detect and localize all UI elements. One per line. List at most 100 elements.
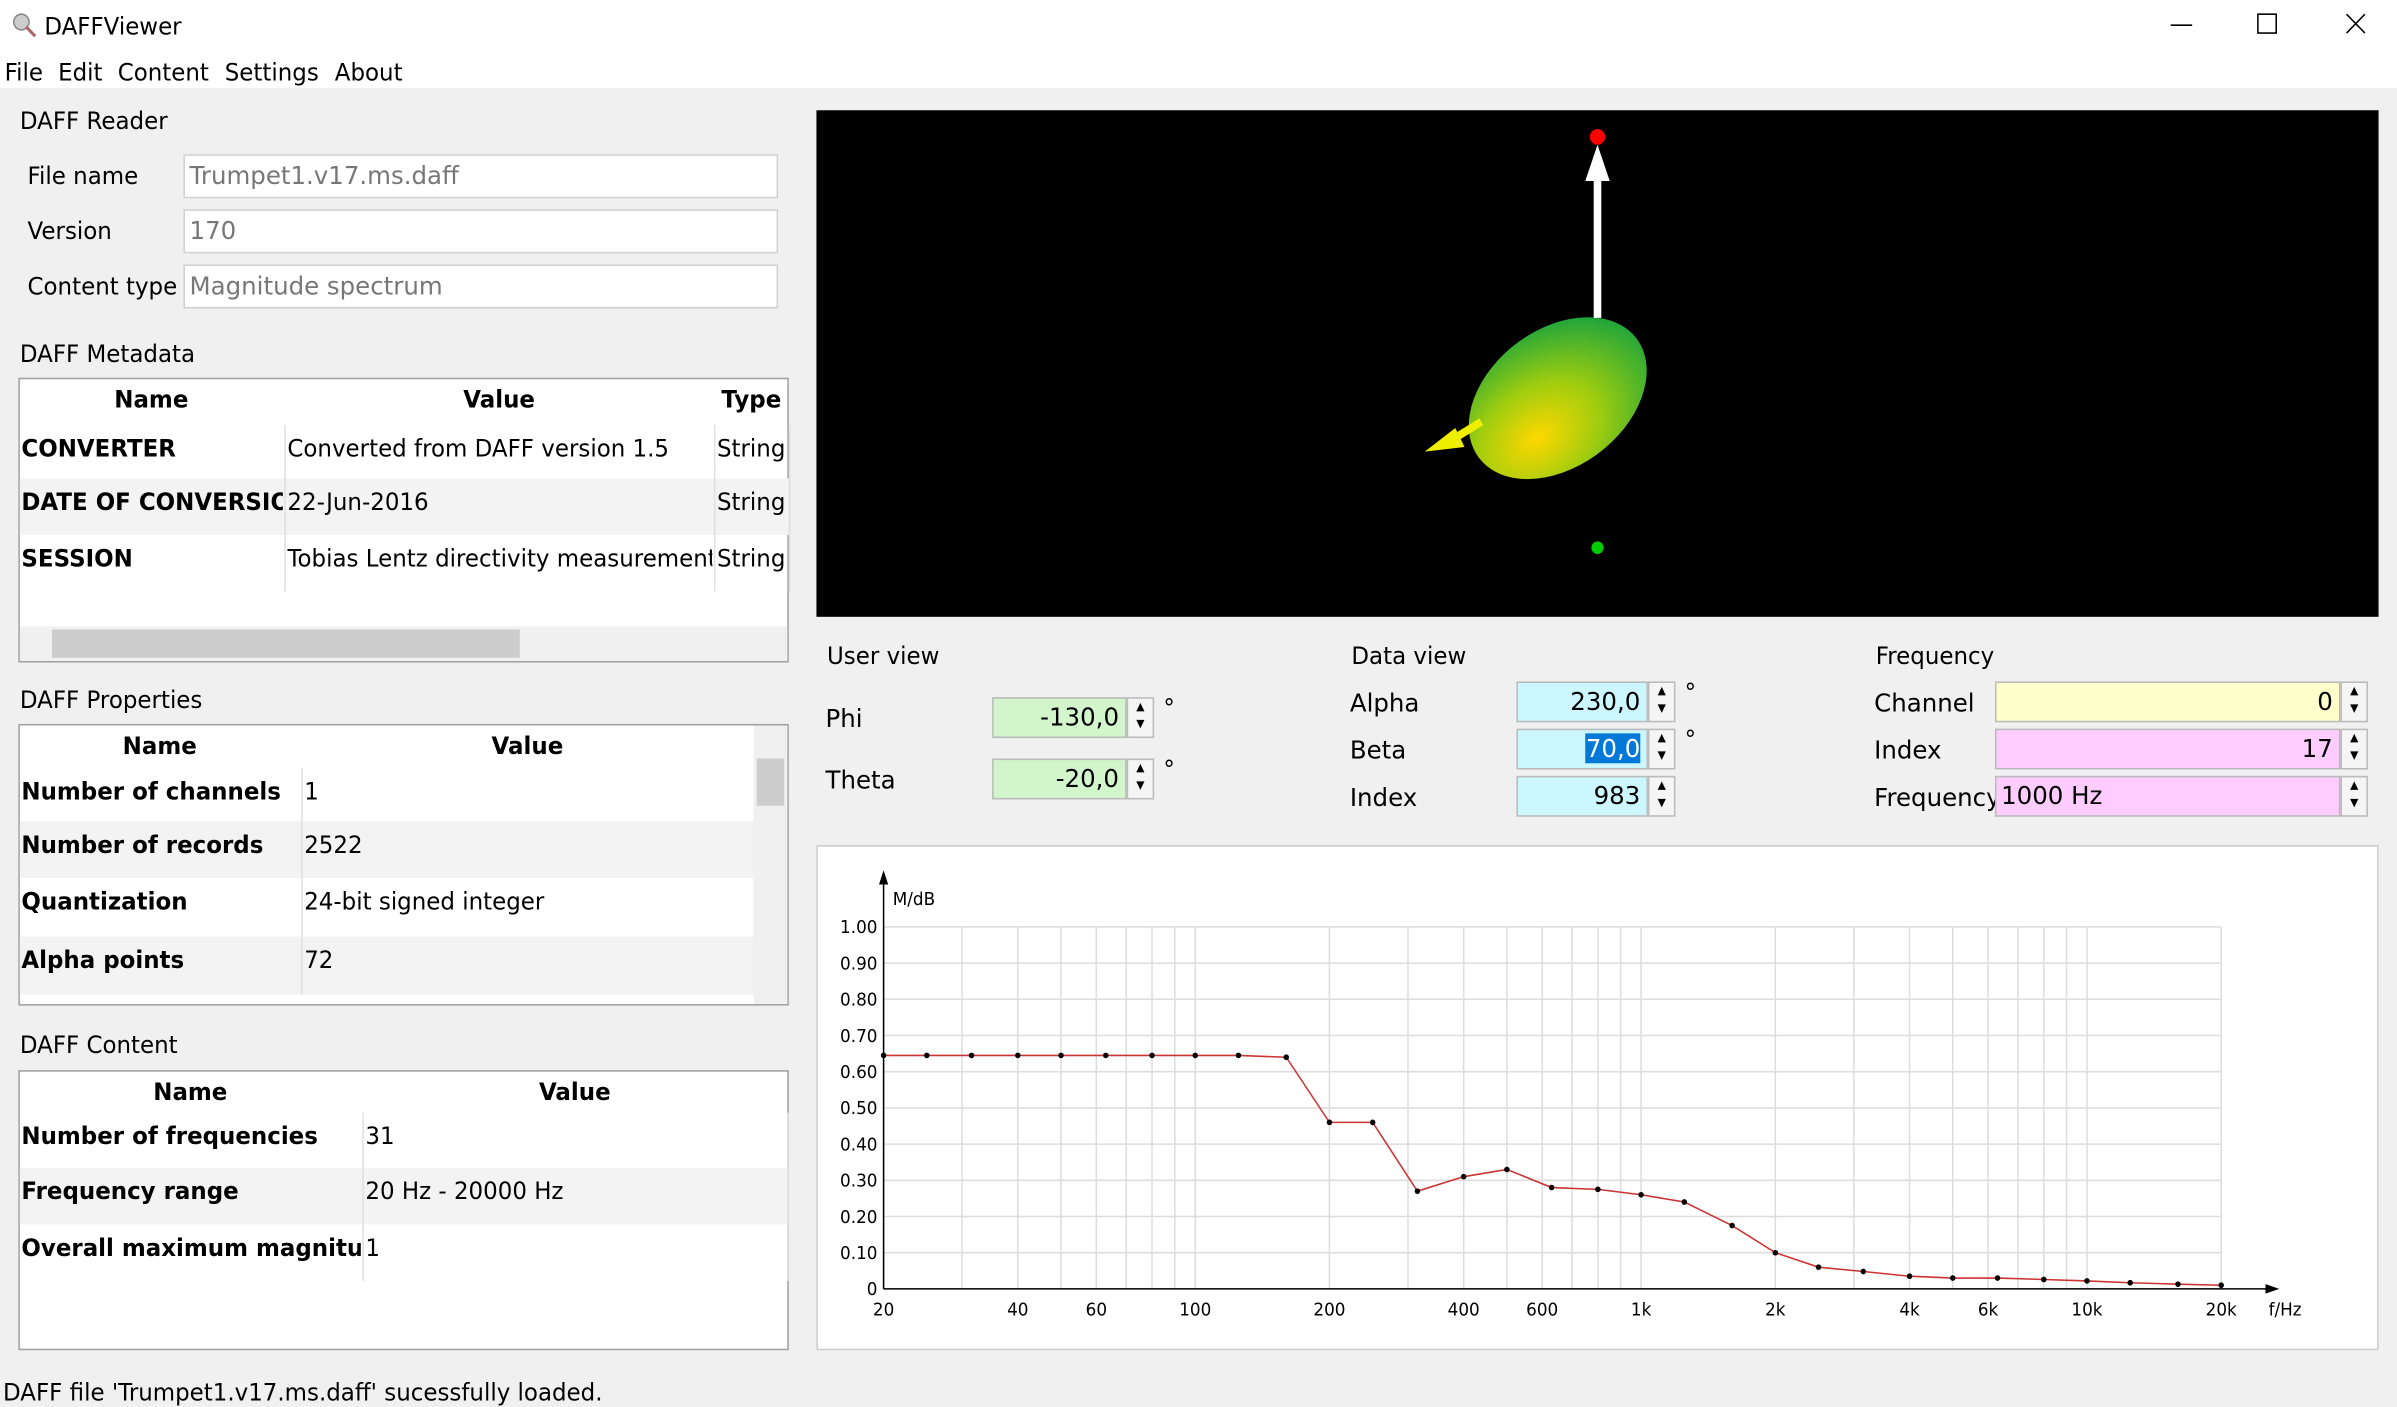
table-cell[interactable]: Quantization <box>21 888 299 916</box>
table-cell[interactable]: Alpha points <box>21 946 299 974</box>
cell-line <box>362 1168 364 1225</box>
table-cell[interactable]: 72 <box>304 946 752 974</box>
column-header: Value <box>301 732 753 760</box>
y-axis-arrow <box>879 870 888 884</box>
y-tick-label: 0 <box>867 1280 878 1300</box>
data-point <box>1149 1053 1155 1059</box>
x-tick-label: 2k <box>1765 1300 1786 1320</box>
spin-buttons[interactable]: ▲▼ <box>1127 759 1155 800</box>
cell-line <box>789 425 791 479</box>
x-tick-label: 4k <box>1899 1300 1920 1320</box>
table-cell[interactable]: String <box>717 488 787 516</box>
data-point <box>969 1053 975 1059</box>
spin-buttons[interactable]: ▲▼ <box>2340 681 2368 722</box>
window-title: DAFFViewer <box>44 13 181 41</box>
table-cell[interactable]: Number of records <box>21 831 299 859</box>
table-cell[interactable]: 22-Jun-2016 <box>287 488 712 516</box>
cell-line <box>301 878 303 936</box>
table-cell[interactable]: SESSION <box>21 545 282 573</box>
y-tick-label: 0.90 <box>840 954 877 974</box>
spin-box[interactable]: 70,0 <box>1516 729 1647 770</box>
spin-box[interactable]: 17 <box>1995 729 2340 770</box>
group-title: Data view <box>1348 642 1469 670</box>
table-cell[interactable]: 1 <box>304 777 752 805</box>
field-label: Phi <box>825 703 862 733</box>
field-label: Beta <box>1350 735 1406 765</box>
x-tick-label: 10k <box>2071 1300 2102 1320</box>
scroll-thumb <box>757 759 785 806</box>
data-point <box>1058 1053 1064 1059</box>
spin-box[interactable]: -130,0 <box>992 697 1127 738</box>
data-point <box>1192 1053 1198 1059</box>
y-tick-label: 0.40 <box>840 1135 877 1155</box>
spin-buttons[interactable]: ▲▼ <box>2340 776 2368 817</box>
unit: ° <box>1163 694 1174 722</box>
group-title: DAFF Content <box>17 1031 181 1059</box>
data-point <box>1461 1174 1467 1180</box>
spin-buttons[interactable]: ▲▼ <box>2340 729 2368 770</box>
y-tick-label: 1.00 <box>840 918 877 938</box>
window-controls[interactable] <box>2155 0 2397 50</box>
menu-item[interactable]: File <box>5 58 43 86</box>
spin-box[interactable]: 1000 Hz <box>1995 776 2340 817</box>
scroll-thumb <box>52 629 520 657</box>
spin-box[interactable]: 230,0 <box>1516 681 1647 722</box>
table-cell[interactable]: Number of frequencies <box>21 1122 360 1150</box>
spin-buttons[interactable]: ▲▼ <box>1648 681 1676 722</box>
table-cell[interactable]: Tobias Lentz directivity measurements <box>287 545 712 573</box>
table-cell[interactable]: DATE OF CONVERSION <box>21 488 282 516</box>
data-point <box>1415 1188 1421 1194</box>
cell-line <box>284 425 286 479</box>
unit: ° <box>1163 755 1174 783</box>
text-field: 170 <box>183 209 778 253</box>
table-cell[interactable]: 2522 <box>304 831 752 859</box>
table-cell[interactable]: Frequency range <box>21 1177 360 1205</box>
plot: 00.100.200.300.400.500.600.700.800.901.0… <box>816 845 2378 1350</box>
table-cell[interactable]: Overall maximum magnitude <box>21 1234 360 1262</box>
field-label: Index <box>1350 782 1417 812</box>
cell-line <box>362 1224 364 1281</box>
table-cell[interactable]: Number of channels <box>21 777 299 805</box>
menu-item[interactable]: Edit <box>58 58 102 86</box>
table-cell[interactable]: 24-bit signed integer <box>304 888 752 916</box>
table-cell[interactable]: String <box>717 545 787 573</box>
field-label: Frequency <box>1874 782 2000 812</box>
data-point <box>1327 1120 1333 1126</box>
menu-item[interactable]: Content <box>118 58 209 86</box>
group-title: User view <box>824 642 942 670</box>
x-tick-label: 6k <box>1978 1300 1999 1320</box>
data-point <box>1907 1273 1913 1279</box>
x-tick-label: 20k <box>2206 1300 2237 1320</box>
data-point <box>1283 1054 1289 1060</box>
group-title: Frequency <box>1873 642 1998 670</box>
spin-buttons[interactable]: ▲▼ <box>1127 697 1155 738</box>
spin-box[interactable]: 983 <box>1516 776 1647 817</box>
menu-item[interactable]: Settings <box>225 58 319 86</box>
spin-buttons[interactable]: ▲▼ <box>1648 776 1676 817</box>
data-point <box>1773 1250 1779 1256</box>
spin-box[interactable]: 0 <box>1995 681 2340 722</box>
table-cell[interactable]: CONVERTER <box>21 434 282 462</box>
table-cell[interactable]: 20 Hz - 20000 Hz <box>365 1177 785 1205</box>
field-label: Alpha <box>1350 688 1420 718</box>
field-label: Version <box>28 217 112 245</box>
field-label: Index <box>1874 735 1941 765</box>
data-point <box>1103 1053 1109 1059</box>
text-field: Trumpet1.v17.ms.daff <box>183 154 778 198</box>
spin-buttons[interactable]: ▲▼ <box>1648 729 1676 770</box>
table-cell[interactable]: String <box>717 434 787 462</box>
3d-view[interactable] <box>816 110 2378 617</box>
text-field: Magnitude spectrum <box>183 264 778 308</box>
table-cell[interactable]: Converted from DAFF version 1.5 <box>287 434 712 462</box>
x-axis-arrow <box>2266 1284 2280 1293</box>
field-label: Theta <box>825 765 895 795</box>
table-cell[interactable]: 1 <box>365 1234 785 1262</box>
table-cell[interactable]: 31 <box>365 1122 785 1150</box>
x-axis-label: f/Hz <box>2269 1300 2302 1320</box>
cell-line <box>789 478 791 535</box>
spin-box[interactable]: -20,0 <box>992 759 1127 800</box>
menu-item[interactable]: About <box>335 58 403 86</box>
app-icon <box>12 13 36 38</box>
status-bar: DAFF file 'Trumpet1.v17.ms.daff' sucessf… <box>3 1379 602 1407</box>
x-tick-label: 600 <box>1526 1300 1558 1320</box>
